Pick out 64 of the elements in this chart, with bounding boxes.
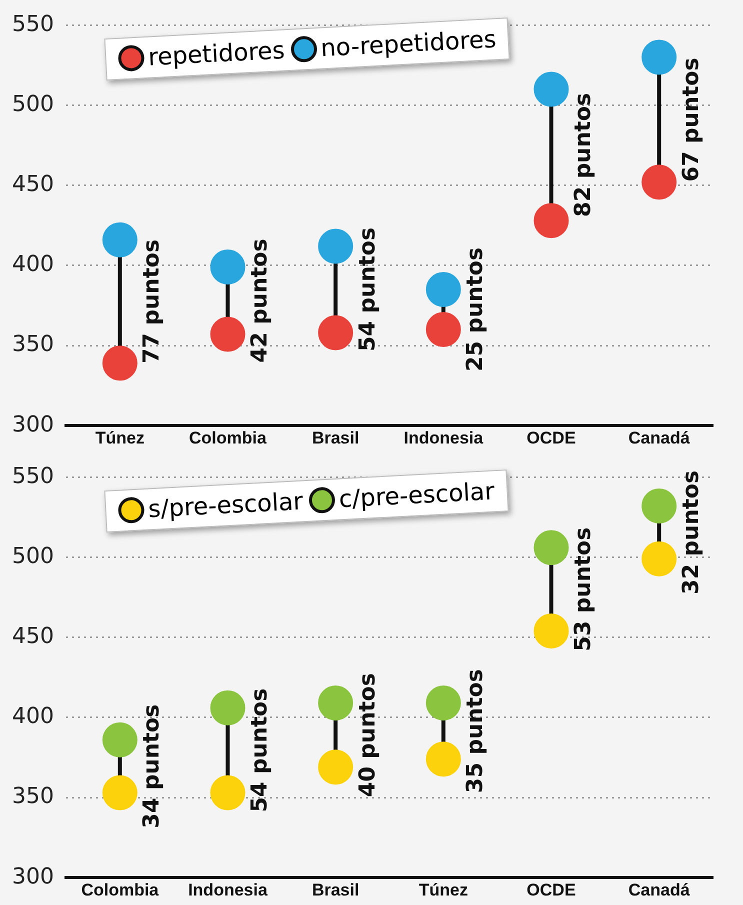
y-tick-label: 400: [12, 704, 54, 730]
point: [426, 312, 461, 348]
x-tick-label: Túnez: [418, 880, 468, 900]
point: [210, 775, 246, 810]
annotation: 25 puntos: [463, 247, 488, 372]
x-tick-label: Brasil: [312, 428, 360, 448]
point: [534, 72, 569, 107]
annotation: 42 puntos: [247, 238, 272, 363]
x-tick-label: Indonesia: [188, 880, 268, 900]
annotation: 40 puntos: [355, 673, 380, 798]
y-tick-label: 500: [12, 92, 54, 117]
y-tick-label: 400: [12, 252, 54, 278]
annotation: 53 puntos: [570, 527, 596, 652]
point: [534, 530, 569, 566]
legend-label: no-repetidores: [320, 25, 497, 62]
x-tick-label: OCDE: [526, 880, 576, 900]
annotation: 34 puntos: [140, 704, 165, 828]
point: [642, 541, 677, 576]
point: [426, 272, 461, 307]
y-tick-label: 300: [12, 412, 54, 438]
annotation: 54 puntos: [355, 227, 380, 352]
point: [318, 750, 354, 785]
point: [534, 613, 569, 648]
point: [102, 722, 138, 758]
point: [426, 742, 461, 777]
y-tick-label: 350: [12, 332, 54, 358]
x-tick-label: Indonesia: [404, 428, 484, 448]
annotation: 35 puntos: [463, 669, 488, 794]
legend-label: c/pre-escolar: [338, 477, 496, 514]
x-tick-label: Canadá: [628, 428, 690, 448]
point: [642, 40, 677, 75]
point: [534, 203, 569, 238]
legend-label: repetidores: [147, 36, 286, 72]
y-tick-label: 350: [12, 784, 54, 810]
annotation: 54 puntos: [247, 688, 272, 812]
x-tick-label: OCDE: [526, 428, 576, 448]
point: [210, 250, 246, 285]
annotation: 67 puntos: [678, 58, 704, 182]
point: [210, 316, 246, 352]
y-tick-label: 550: [12, 464, 54, 489]
annotation: 77 puntos: [140, 239, 165, 364]
point: [102, 346, 138, 381]
point: [318, 686, 354, 721]
point: [642, 164, 677, 200]
x-tick-label: Colombia: [81, 880, 160, 900]
point: [210, 690, 246, 726]
y-tick-label: 550: [12, 12, 54, 37]
point: [642, 488, 677, 524]
y-tick-label: 450: [12, 172, 54, 198]
x-tick-label: Túnez: [95, 428, 144, 448]
annotation: 82 puntos: [570, 92, 596, 217]
y-tick-label: 450: [12, 624, 54, 650]
x-tick-label: Colombia: [189, 428, 268, 448]
point: [318, 228, 354, 264]
annotation: 32 puntos: [678, 470, 704, 594]
point: [426, 686, 461, 721]
y-tick-label: 300: [12, 864, 54, 890]
point: [318, 315, 354, 350]
x-tick-label: Brasil: [312, 880, 360, 900]
point: [102, 775, 138, 810]
legend-label: s/pre-escolar: [147, 487, 304, 524]
y-tick-label: 500: [12, 544, 54, 569]
point: [102, 222, 138, 258]
x-tick-label: Canadá: [628, 880, 690, 900]
